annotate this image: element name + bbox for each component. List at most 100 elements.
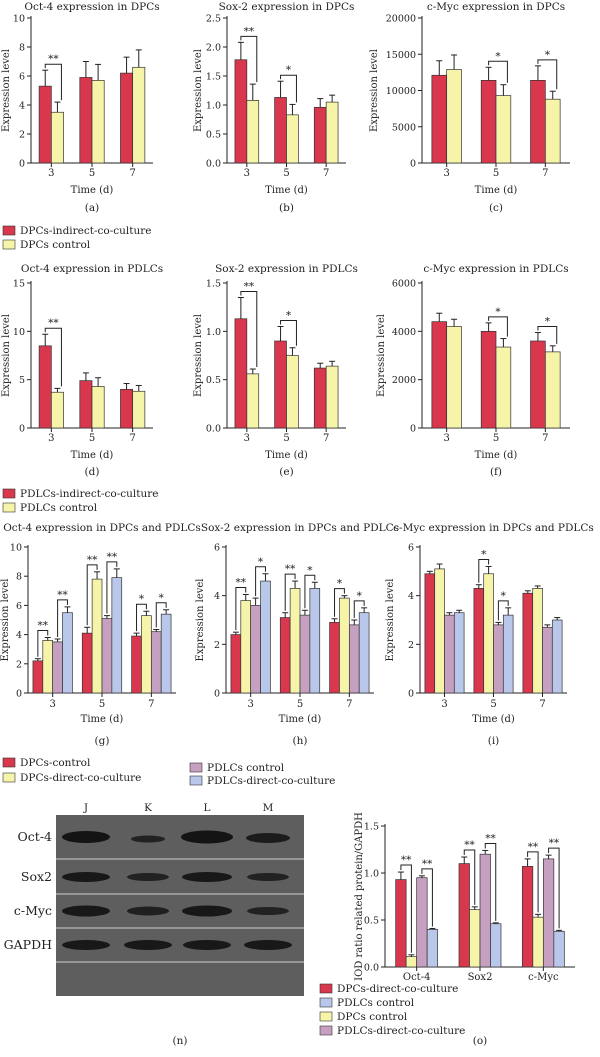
bar <box>131 635 142 694</box>
y-tick-label: 8 <box>16 572 22 583</box>
legend-swatch <box>2 239 16 250</box>
y-tick-label: 6 <box>214 543 220 554</box>
significance-label: * <box>258 556 264 568</box>
significance-bracket <box>497 600 509 621</box>
y-tick-label: 2.5 <box>206 14 221 25</box>
y-axis-label: Expression level <box>1 49 12 132</box>
y-tick-label: 15 <box>13 279 25 290</box>
significance-label: * <box>139 593 145 605</box>
x-axis-label: Time (d) <box>265 450 308 461</box>
legend-swatch <box>319 997 333 1008</box>
significance-label: ** <box>87 554 98 566</box>
legend-label: PDLCs-indirect-co-culture <box>20 488 158 500</box>
legend-label: DPCs control <box>337 1011 408 1023</box>
significance-bracket <box>280 320 297 346</box>
bar <box>325 365 339 429</box>
significance-label: ** <box>244 25 255 37</box>
legend-row2: PDLCs-indirect-co-culture PDLCs control <box>2 488 158 514</box>
significance-label: * <box>495 306 501 318</box>
x-tick-label: 7 <box>542 433 548 444</box>
y-tick-label: 0 <box>19 424 25 435</box>
bar <box>495 346 512 429</box>
y-tick-label: 5000 <box>392 122 416 133</box>
legend-swatch <box>2 502 16 513</box>
bar <box>132 390 146 429</box>
x-tick-label: 5 <box>283 168 289 179</box>
bar <box>358 612 370 694</box>
significance-label: * <box>337 578 343 590</box>
legend-label: PDLCs-direct-co-culture <box>337 1025 465 1037</box>
legend-row3: DPCs-control DPCs-direct-co-culture PDLC… <box>2 757 335 787</box>
blot-band <box>127 906 169 916</box>
x-tick-label: 3 <box>441 699 447 710</box>
y-axis-label: Expression level <box>193 314 204 397</box>
bar <box>431 321 448 429</box>
blot-band <box>247 907 289 915</box>
x-axis-label: Time (d) <box>265 185 308 196</box>
bar <box>42 640 54 694</box>
significance-bracket <box>106 561 118 614</box>
bar <box>38 345 52 429</box>
legend-label: PDLCs control <box>337 997 415 1009</box>
blot-background <box>56 815 304 996</box>
blot-row-label: GAPDH <box>4 937 52 952</box>
x-tick-label: 5 <box>490 699 496 710</box>
chart-i: c-Myc expression in DPCs and PDLCs 0 2 4 6 Ex… <box>385 522 594 747</box>
y-tick-label: 0.0 <box>206 424 221 435</box>
x-axis-label: Time (d) <box>475 450 518 461</box>
chart-f: c-Myc expression in PDLCs 0 2000 4000 6000 Ex… <box>376 263 570 478</box>
significance-label: * <box>545 316 551 328</box>
blot-band <box>131 835 165 843</box>
y-tick-label: 10 <box>13 14 25 25</box>
bar <box>490 923 502 968</box>
chart-b: Sox-2 expression in DPCs 0.0 0.5 1.0 1.5 2.0 2… <box>193 1 354 214</box>
x-tick-label: c-Myc <box>528 972 559 983</box>
y-tick-label: 6 <box>16 601 22 612</box>
bar <box>446 69 462 164</box>
significance-bracket <box>463 849 476 905</box>
y-tick-label: 5 <box>19 375 25 386</box>
x-tick-label: 7 <box>129 168 135 179</box>
x-tick-label: 5 <box>99 699 105 710</box>
bar <box>286 114 299 164</box>
legend-label: DPCs control <box>20 239 91 251</box>
y-tick-label: 1.5 <box>206 72 221 83</box>
bar <box>279 617 291 694</box>
bar <box>313 106 327 164</box>
bar <box>309 588 321 694</box>
blot-lane-label: L <box>204 802 211 814</box>
y-tick-label: 20000 <box>386 14 416 25</box>
x-axis-label: Time (d) <box>472 714 515 725</box>
y-tick-label: 2 <box>214 640 220 651</box>
significance-bracket <box>304 574 316 609</box>
significance-label: ** <box>48 317 59 329</box>
significance-bracket <box>537 326 558 344</box>
blot-band <box>181 830 233 844</box>
bar <box>522 592 534 694</box>
y-tick-label: 0 <box>214 689 220 700</box>
x-tick-label: 3 <box>48 168 54 179</box>
bar <box>544 98 561 164</box>
y-tick-label: 1.5 <box>364 822 379 833</box>
bar <box>530 340 546 429</box>
bar <box>160 613 172 694</box>
bar <box>542 626 553 694</box>
bar <box>50 391 64 429</box>
y-axis-label: Expression level <box>1 314 12 397</box>
x-tick-label: Sox2 <box>468 972 493 983</box>
bar <box>431 74 448 164</box>
y-tick-label: 1.0 <box>206 327 221 338</box>
blot-band <box>124 940 172 950</box>
y-axis-label: Expression level <box>369 49 380 132</box>
x-tick-label: 7 <box>542 168 548 179</box>
bar <box>313 367 327 429</box>
chart-title: c-Myc expression in DPCs <box>427 1 565 13</box>
significance-bracket <box>57 599 68 637</box>
significance-bracket <box>44 63 62 101</box>
bar <box>91 386 105 429</box>
y-tick-label: 2.0 <box>206 43 221 54</box>
chart-title: Sox-2 expression in DPCs and PDLCs <box>201 522 399 534</box>
x-axis-label: Time (d) <box>475 185 518 196</box>
